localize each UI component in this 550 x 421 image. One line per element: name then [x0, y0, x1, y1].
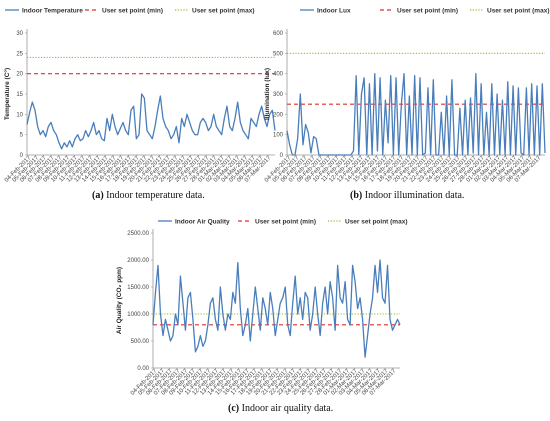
caption-b: (b) Indoor illumination data. — [350, 190, 464, 201]
y-tick-label: 500.00 — [131, 339, 150, 345]
y-tick-label: 15 — [16, 92, 23, 98]
y-tick-label: 1000.00 — [127, 312, 149, 318]
legend-max-label: User set point (max) — [345, 218, 408, 225]
y-tick-label: 400 — [273, 72, 284, 78]
y-tick-label: 1500.00 — [127, 285, 149, 291]
y-tick-label: 10 — [16, 112, 23, 118]
legend-series-label: Indoor Temperature — [22, 7, 83, 14]
y-tick-label: 0 — [280, 153, 284, 159]
y-tick-label: 300 — [273, 92, 284, 98]
caption-b-label: (b) — [350, 190, 363, 201]
legend-series-label: Indoor Lux — [317, 7, 351, 14]
y-tick-label: 25 — [16, 51, 23, 57]
y-tick-label: 2500.00 — [127, 231, 149, 237]
series-line — [152, 259, 401, 358]
y-tick-label: 200 — [273, 112, 284, 118]
y-axis-label: Temperature (C°) — [3, 68, 11, 120]
series-line — [286, 73, 546, 156]
caption-c-text: Indoor air quality data. — [239, 403, 334, 414]
legend-max-label: User set point (max) — [192, 7, 255, 14]
y-tick-label: 5 — [20, 133, 24, 139]
legend-max-label: User set point (max) — [487, 7, 550, 14]
caption-a-label: (a) — [92, 190, 104, 201]
legend-min-label: User set point (min) — [102, 7, 163, 14]
legend-series-label: Indoor Air Quality — [175, 218, 230, 225]
caption-b-text: Indoor illumination data. — [362, 190, 465, 201]
legend-min-label: User set point (min) — [397, 7, 458, 14]
caption-c: (c) Indoor air quality data. — [228, 403, 333, 414]
legend: Indoor Lux User set point (min) User set p… — [300, 7, 550, 14]
y-tick-label: 500 — [273, 51, 284, 57]
series-line — [26, 93, 276, 150]
y-tick-label: 30 — [16, 31, 23, 37]
legend: Indoor Air Quality User set point (min) Us… — [158, 218, 408, 225]
y-tick-label: 0.00 — [137, 366, 149, 372]
caption-a-text: Indoor temperature data. — [103, 190, 205, 201]
caption-a: (a) Indoor temperature data. — [92, 190, 205, 201]
y-tick-label: 600 — [273, 31, 284, 37]
y-tick-label: 2000.00 — [127, 258, 149, 264]
air-quality-chart: 0.00 500.00 1000.00 1500.00 2000.00 2500.00 Ai… — [116, 218, 408, 396]
y-tick-label: 20 — [16, 72, 23, 78]
y-tick-label: 100 — [273, 133, 284, 139]
legend-min-label: User set point (min) — [255, 218, 316, 225]
y-axis-label: Illumination (lux) — [264, 68, 271, 120]
caption-c-label: (c) — [228, 403, 240, 414]
legend: Indoor Temperature User set point (min) Us… — [5, 7, 255, 14]
y-tick-label: 0 — [20, 153, 24, 159]
y-axis-label: Air Quality (CO₂ ppm) — [116, 267, 123, 334]
